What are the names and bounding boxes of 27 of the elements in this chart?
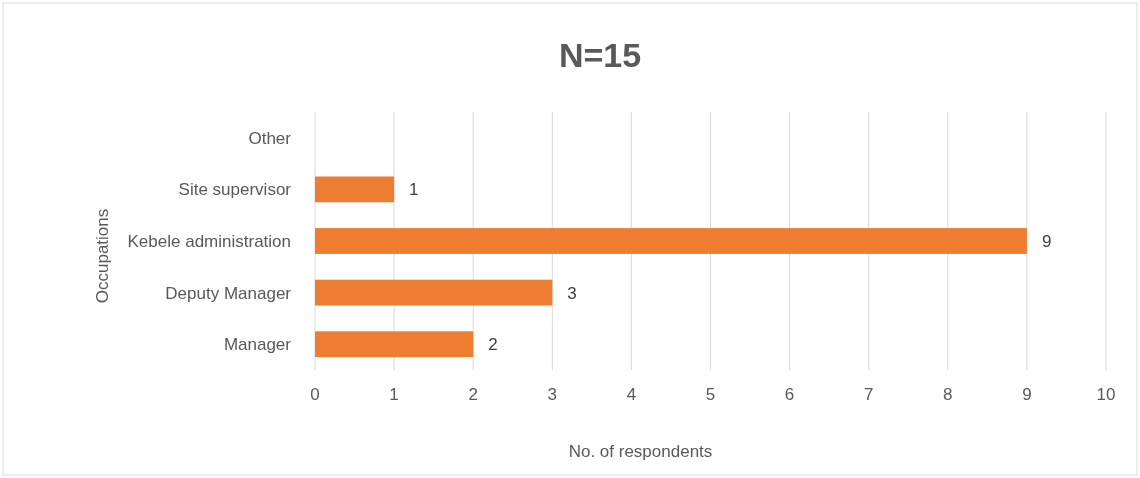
data-label: 1 xyxy=(409,180,419,200)
y-tick-label: Site supervisor xyxy=(178,180,292,200)
x-axis-title: No. of respondents xyxy=(568,442,713,461)
data-label: 3 xyxy=(567,283,577,303)
data-label: 9 xyxy=(1041,231,1052,251)
chart-title: N=15 xyxy=(558,36,642,74)
x-tick-label: 1 xyxy=(389,385,399,404)
bar xyxy=(315,176,395,203)
bar xyxy=(315,279,553,306)
y-tick-label: Other xyxy=(248,128,292,148)
x-tick-label: 10 xyxy=(1096,385,1116,404)
x-tick-label: 2 xyxy=(468,385,478,404)
data-label: 2 xyxy=(488,335,498,355)
x-tick-label: 8 xyxy=(943,385,953,404)
x-tick-label: 9 xyxy=(1022,385,1032,404)
y-tick-label: Deputy Manager xyxy=(165,283,292,303)
x-tick-label: 6 xyxy=(784,385,795,404)
x-tick-label: 3 xyxy=(547,385,558,404)
x-tick-label: 5 xyxy=(705,385,716,404)
x-tick-label: 0 xyxy=(310,385,320,404)
x-tick-label: 7 xyxy=(863,385,874,404)
bar xyxy=(315,228,1027,254)
y-tick-label: Manager xyxy=(223,335,292,355)
x-tick-label: 4 xyxy=(626,385,637,404)
y-axis-title: Occupations xyxy=(93,208,112,304)
bar xyxy=(315,331,474,358)
y-tick-label: Kebele administration xyxy=(127,231,291,251)
